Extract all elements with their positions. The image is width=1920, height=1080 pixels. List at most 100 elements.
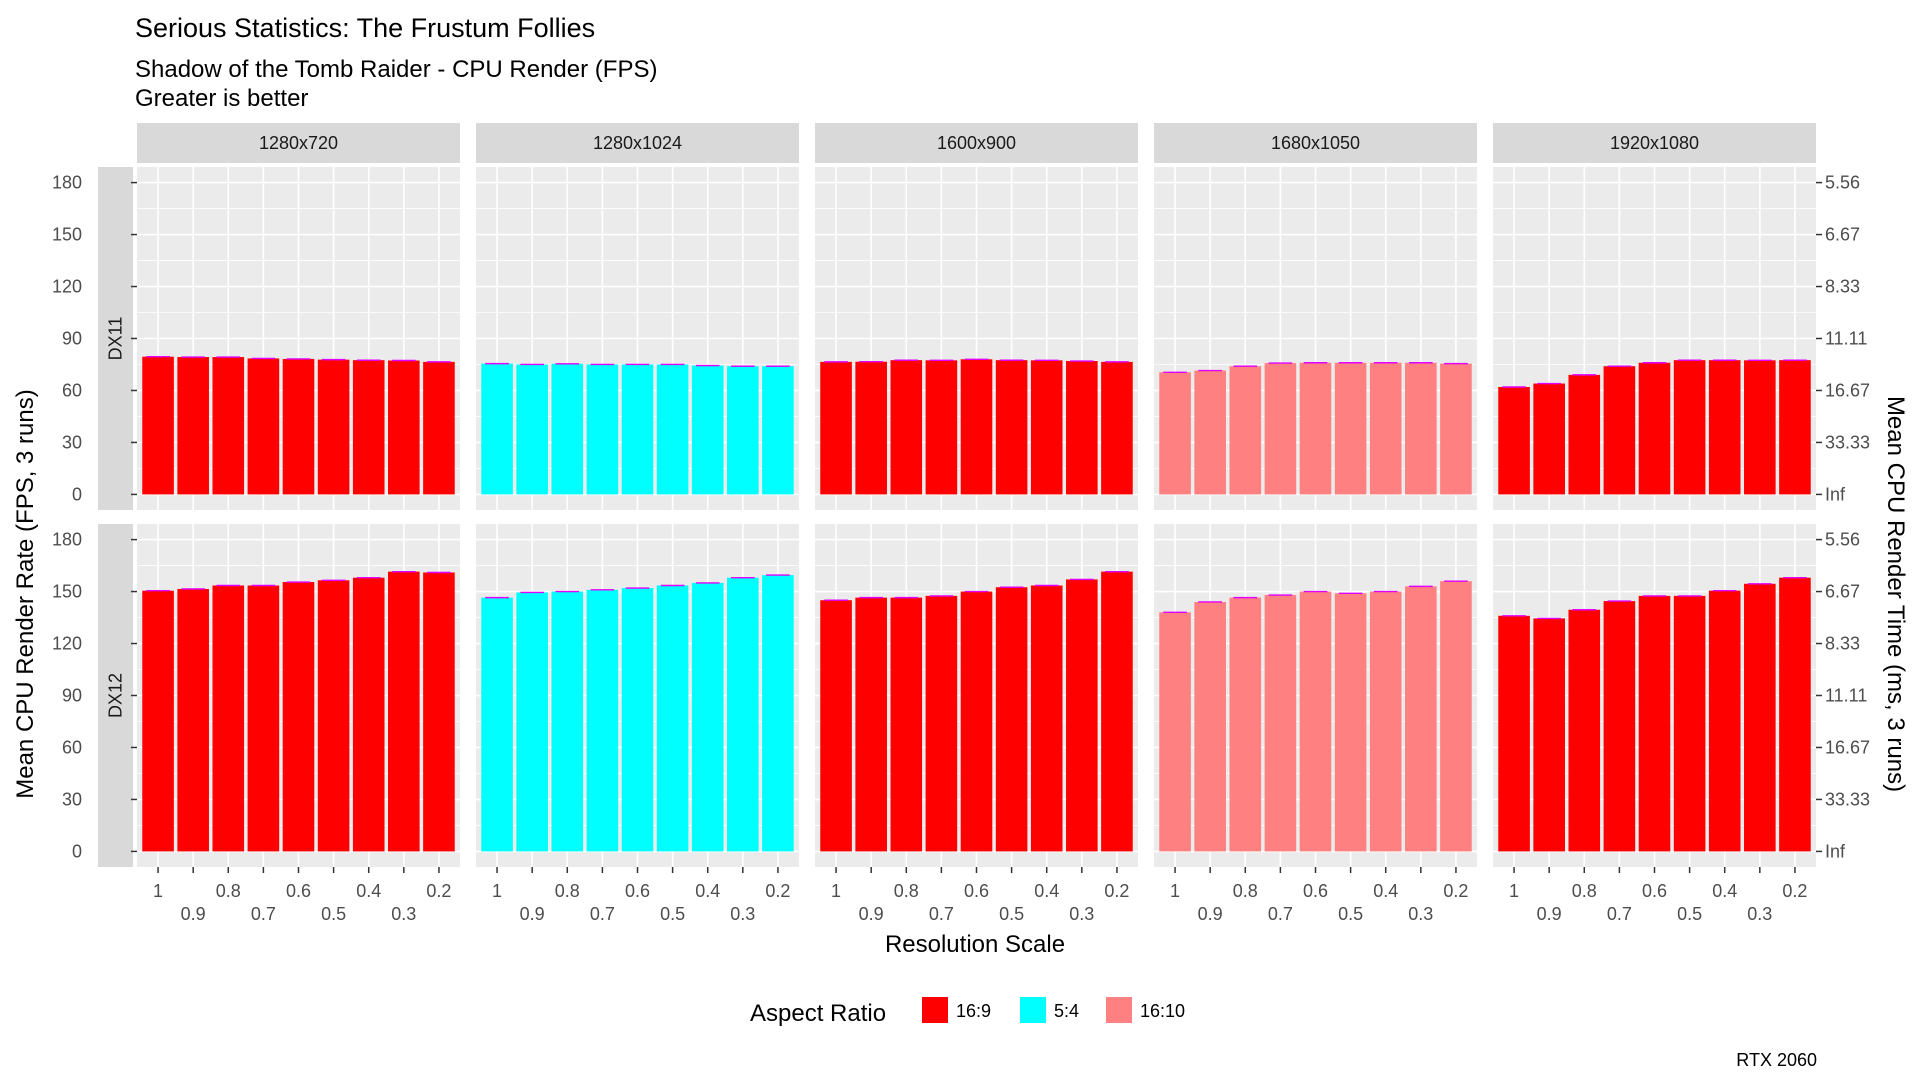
bar <box>995 360 1028 495</box>
legend-key <box>922 997 948 1023</box>
facet-strip-column <box>1154 123 1477 163</box>
facet-panel <box>1493 524 1816 867</box>
bar <box>762 575 794 852</box>
facet-panel <box>1493 167 1816 510</box>
bar <box>1568 609 1601 852</box>
y-tick-label-right: 6.67 <box>1825 582 1860 602</box>
x-tick-label: 0.6 <box>1642 881 1667 901</box>
x-tick-label: 0.5 <box>1677 904 1702 924</box>
x-tick-label: 0.2 <box>1104 881 1129 901</box>
bar <box>1101 571 1133 852</box>
bar <box>1030 585 1063 852</box>
bar <box>1066 579 1098 852</box>
facet-strip-column <box>137 123 460 163</box>
y-tick-label-right: 8.33 <box>1825 634 1860 654</box>
bar <box>1638 595 1671 852</box>
y-tick-label: 120 <box>52 277 82 297</box>
bar <box>1498 387 1530 495</box>
x-tick-label: 0.8 <box>1233 881 1258 901</box>
y-tick-label: 180 <box>52 173 82 193</box>
facet-panel <box>476 524 799 867</box>
y-tick-label: 0 <box>72 841 82 861</box>
bar <box>960 359 993 495</box>
x-tick-label: 0.5 <box>999 904 1024 924</box>
bar <box>820 600 852 852</box>
bar <box>551 591 584 852</box>
x-tick-label: 0.6 <box>286 881 311 901</box>
x-tick-label: 0.6 <box>964 881 989 901</box>
bar <box>1369 362 1402 495</box>
x-tick-label: 0.4 <box>1034 881 1059 901</box>
x-tick-label: 0.8 <box>555 881 580 901</box>
bar <box>1101 361 1133 495</box>
y-tick-label-right: 16.67 <box>1825 380 1870 400</box>
bar <box>1159 612 1191 852</box>
bar <box>352 577 385 852</box>
bar <box>1603 601 1636 852</box>
facet-strip-row-label: DX12 <box>106 673 126 718</box>
x-tick-label: 0.6 <box>625 881 650 901</box>
x-tick-label: 0.8 <box>216 881 241 901</box>
x-tick-label: 0.3 <box>730 904 755 924</box>
bar <box>1229 366 1262 495</box>
y-tick-label-right: 33.33 <box>1825 432 1870 452</box>
bar <box>1194 370 1226 495</box>
x-tick-label: 0.3 <box>1408 904 1433 924</box>
legend-key <box>1106 997 1132 1023</box>
bar <box>423 361 455 495</box>
bar <box>1568 374 1601 495</box>
facet-panel <box>815 524 1138 867</box>
x-tick-label: 0.4 <box>695 881 720 901</box>
legend-label: 5:4 <box>1054 1001 1079 1021</box>
bar <box>423 572 455 852</box>
bar <box>656 364 689 495</box>
facet-strip-label: 1600x900 <box>937 133 1016 153</box>
x-tick-label: 0.7 <box>1607 904 1632 924</box>
y-tick-label-right: 5.56 <box>1825 530 1860 550</box>
bar <box>1030 360 1063 495</box>
y-tick-label-right: 16.67 <box>1825 737 1870 757</box>
y-tick-label: 120 <box>52 634 82 654</box>
facet-panel <box>476 167 799 510</box>
bar <box>995 587 1028 852</box>
facet-panel <box>815 167 1138 510</box>
x-tick-label: 0.5 <box>660 904 685 924</box>
facet-panel <box>137 167 460 510</box>
bar <box>1334 362 1367 495</box>
y-tick-label: 180 <box>52 530 82 550</box>
bar <box>481 597 513 852</box>
chart-subtitle-line-2: Greater is better <box>135 85 308 112</box>
bar <box>1299 591 1332 852</box>
bar <box>1708 360 1741 495</box>
x-tick-label: 0.9 <box>181 904 206 924</box>
bar <box>1673 595 1706 852</box>
x-tick-label: 0.7 <box>929 904 954 924</box>
bar <box>282 582 315 852</box>
x-tick-label: 0.2 <box>1443 881 1468 901</box>
bar <box>282 358 315 495</box>
bar <box>516 364 548 495</box>
bar <box>1299 362 1332 495</box>
legend-title: Aspect Ratio <box>750 1000 886 1027</box>
x-tick-label: 0.5 <box>1338 904 1363 924</box>
bar <box>1405 586 1437 852</box>
bar <box>388 360 420 495</box>
bar <box>1533 618 1565 852</box>
bar <box>691 582 724 852</box>
bar <box>1334 593 1367 852</box>
bar <box>1405 362 1437 495</box>
bar <box>656 585 689 852</box>
y-tick-label: 60 <box>62 380 82 400</box>
bar <box>1440 363 1472 495</box>
bar <box>1638 362 1671 495</box>
bar <box>855 361 887 495</box>
bar <box>1744 583 1776 852</box>
bar <box>586 589 619 852</box>
bar <box>1194 601 1226 852</box>
x-tick-label: 0.4 <box>356 881 381 901</box>
bar <box>551 363 584 495</box>
y-tick-label-right: Inf <box>1825 484 1846 504</box>
facet-strip-label: 1920x1080 <box>1610 133 1699 153</box>
y-axis-title-right: Mean CPU Render Time (ms, 3 runs) <box>1882 396 1909 792</box>
